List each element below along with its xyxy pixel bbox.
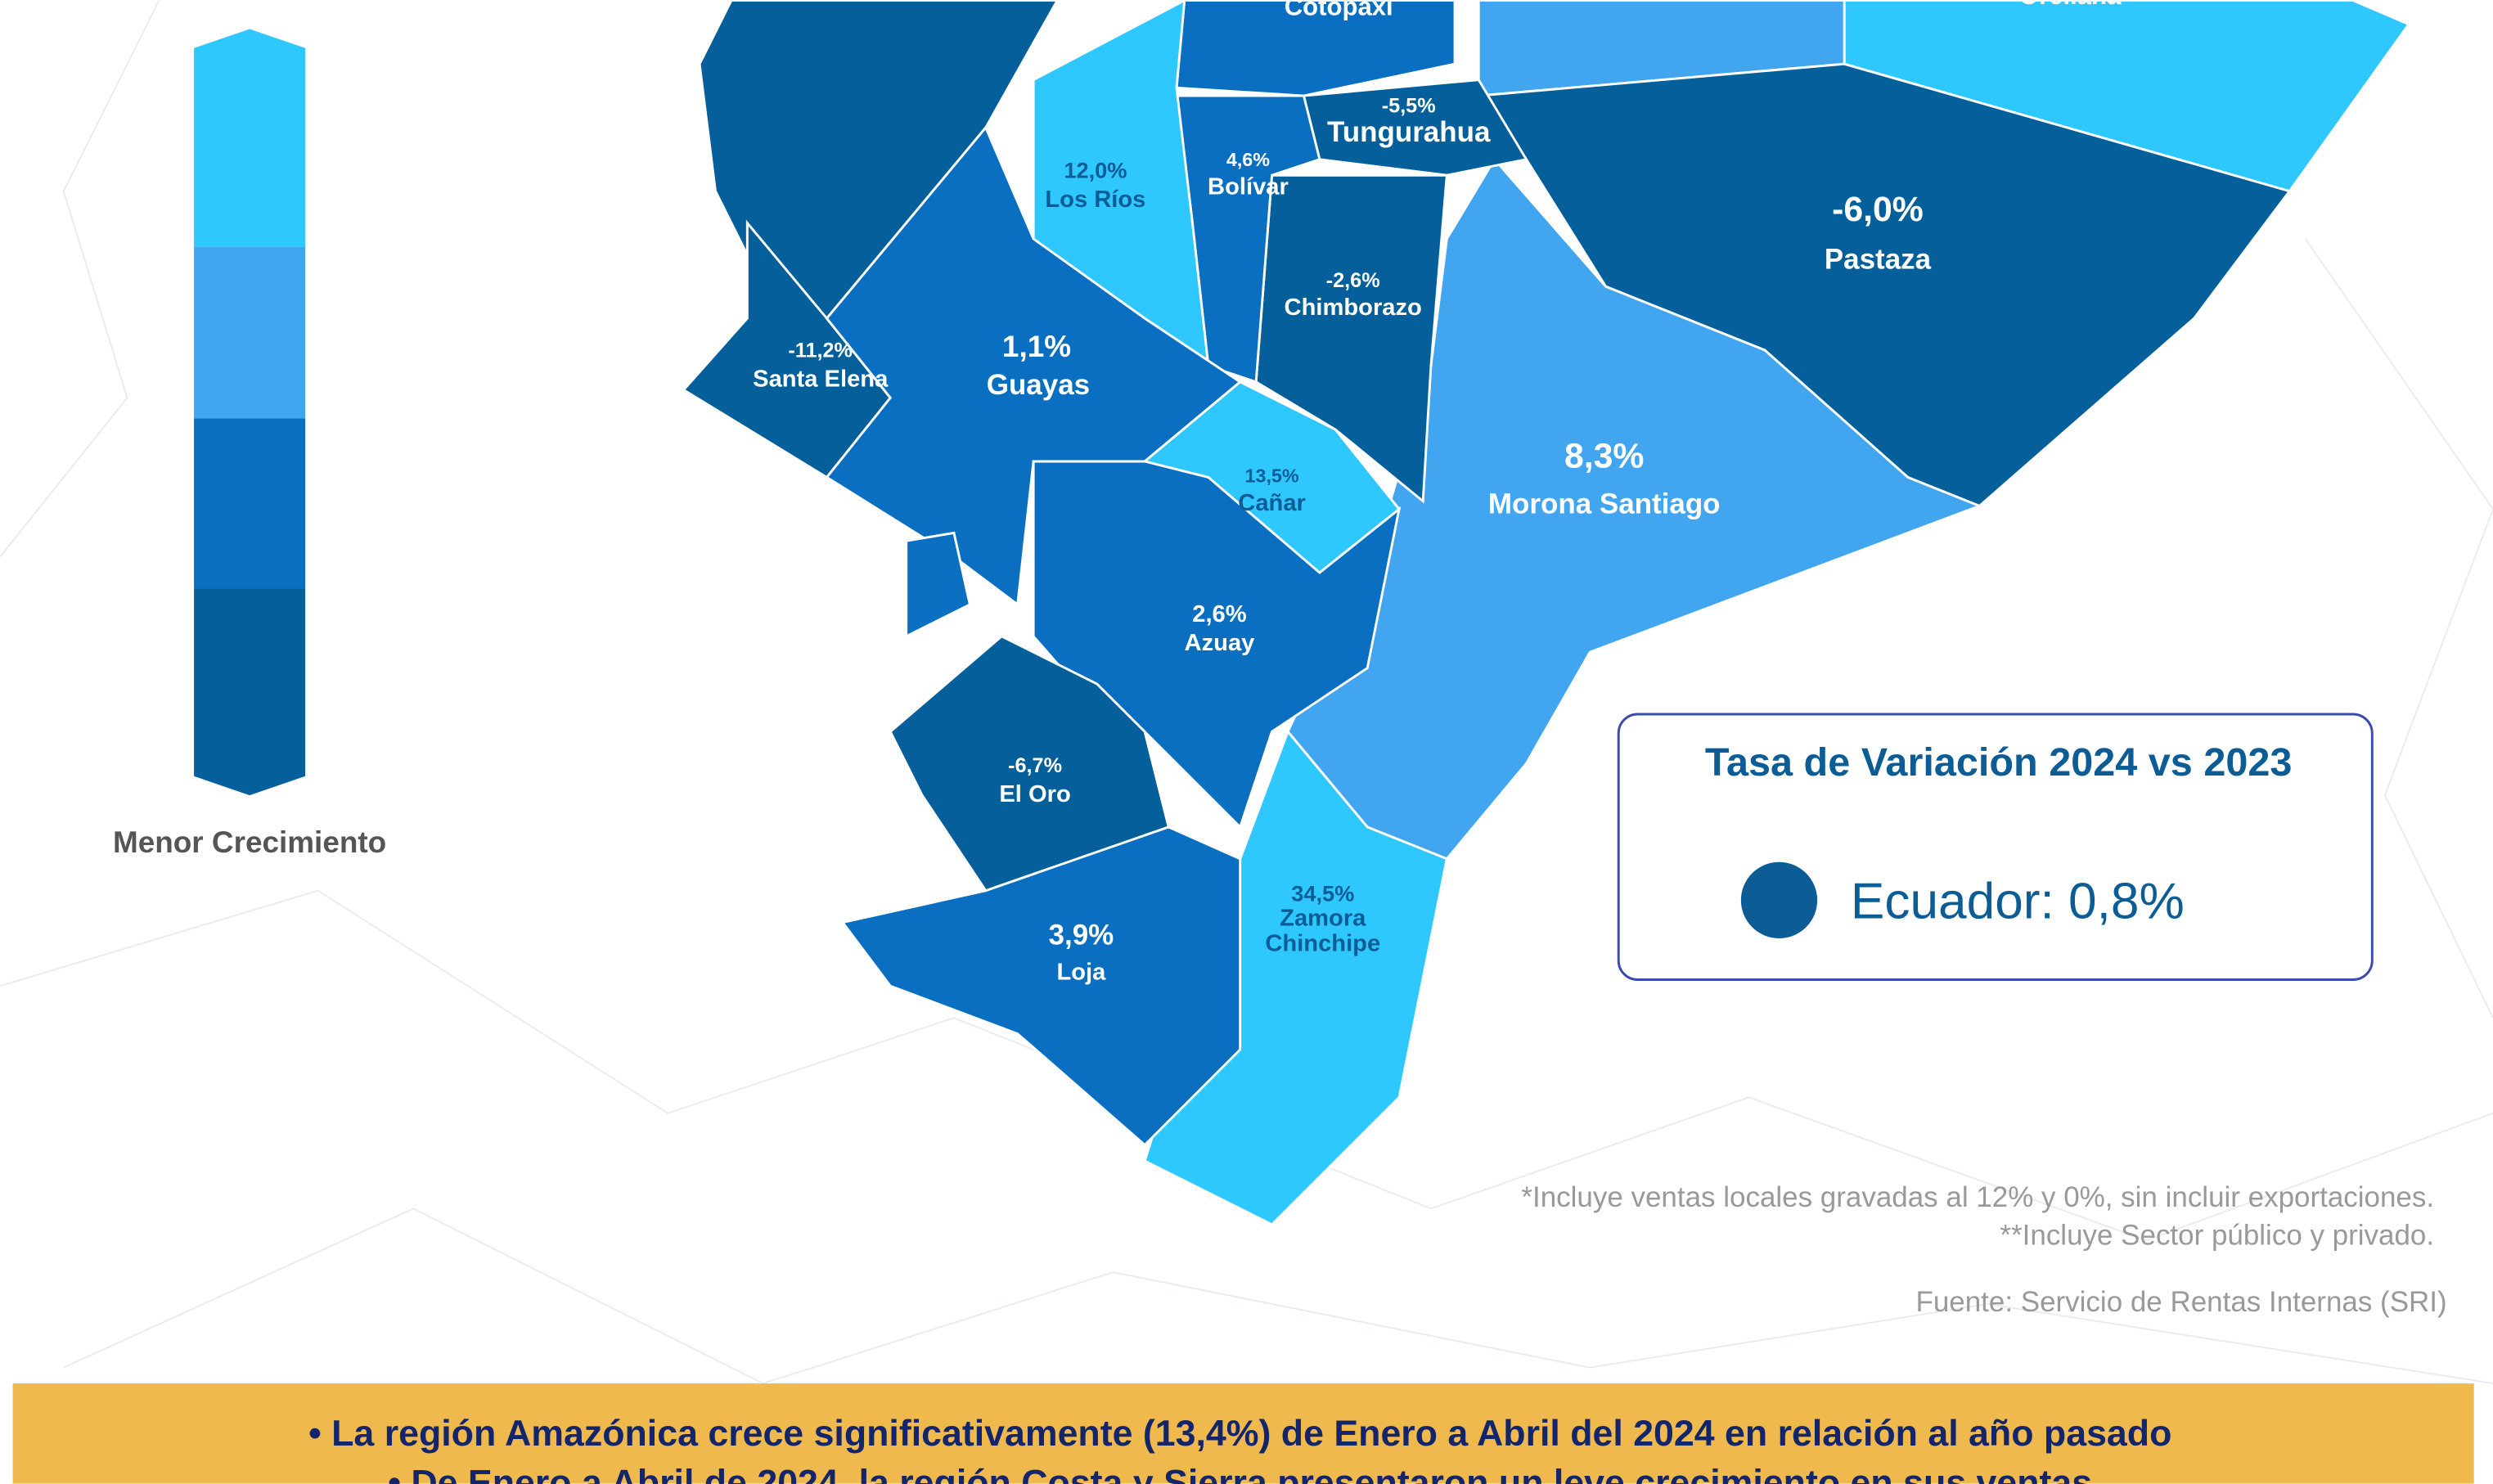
province-value: -11,2% xyxy=(788,340,853,362)
province-name: Morona Santiago xyxy=(1488,488,1721,520)
province-name: Bolívar xyxy=(1208,173,1289,200)
province-name: Pastaza xyxy=(1825,243,1932,275)
province-value: 3,9% xyxy=(1049,919,1114,951)
province-name: Cañar xyxy=(1238,490,1306,516)
province-value: 1,1% xyxy=(1002,330,1071,363)
highlight: • De Enero a Abril de 2024, la región Co… xyxy=(388,1463,2092,1484)
province-value: 13,5% xyxy=(1245,465,1299,487)
province-name: Zamora xyxy=(1280,905,1366,931)
note: *Incluye ventas locales gravadas al 12% … xyxy=(1521,1181,2434,1213)
province-value: 34,5% xyxy=(1291,881,1354,906)
province-value: 2,6% xyxy=(1192,601,1246,627)
province-name: Cotopaxi xyxy=(1285,0,1393,20)
legend-bar xyxy=(194,29,306,796)
province-name: Guayas xyxy=(987,369,1090,401)
province-name: Orellana xyxy=(2019,0,2122,10)
national-value: Ecuador: 0,8% xyxy=(1851,874,2185,930)
province-name: Tungurahua xyxy=(1327,116,1491,148)
highlight: • La región Amazónica crece significativ… xyxy=(308,1414,2171,1454)
province-value: 4,6% xyxy=(1226,149,1270,170)
info-box: Tasa de Variación 2024 vs 2023 Ecuador: … xyxy=(1617,713,2374,981)
legend-low-label: Menor Crecimiento xyxy=(113,825,386,859)
province-name: Chinchipe xyxy=(1265,930,1380,956)
provinces xyxy=(682,0,2411,1226)
note: **Incluye Sector público y privado. xyxy=(2000,1220,2434,1252)
province-name: El Oro xyxy=(999,781,1070,807)
province-value: -6,0% xyxy=(1832,190,1924,229)
province-value: -6,7% xyxy=(1008,754,1062,777)
province-value: -2,6% xyxy=(1326,269,1380,292)
source: Fuente: Servicio de Rentas Internas (SRI… xyxy=(1915,1286,2446,1318)
info-title: Tasa de Variación 2024 vs 2023 xyxy=(1705,740,2292,785)
province-value: -5,5% xyxy=(1382,94,1436,117)
province-labels: Cotopaxi Orellana -5,5% Tungurahua 12,0%… xyxy=(753,0,2122,985)
province-name: Santa Elena xyxy=(753,367,889,393)
province-name: Los Ríos xyxy=(1045,187,1145,213)
province-value: 12,0% xyxy=(1064,158,1127,183)
highlights-banner xyxy=(12,1383,2474,1484)
province-name: Loja xyxy=(1056,959,1106,985)
province-name: Chimborazo xyxy=(1285,295,1422,321)
province-name: Azuay xyxy=(1185,630,1256,656)
province-value: 8,3% xyxy=(1564,436,1644,475)
